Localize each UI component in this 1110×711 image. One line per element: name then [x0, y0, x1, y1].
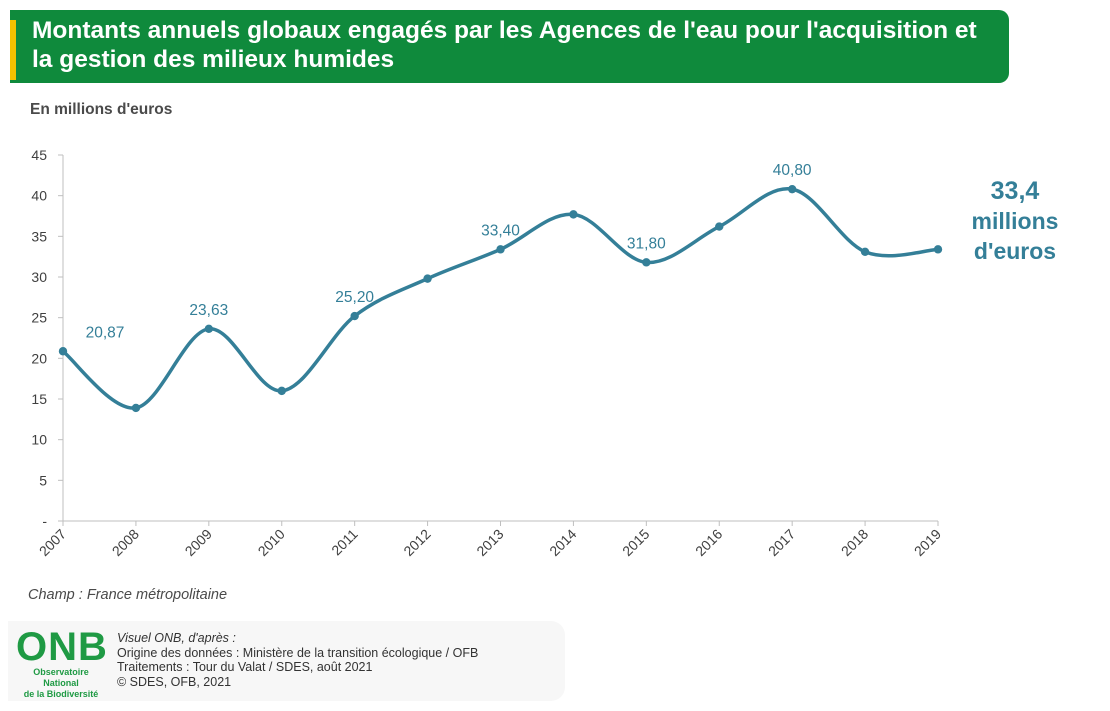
credits-line: Visuel ONB, d'après :	[117, 631, 236, 645]
y-tick-label: 45	[31, 147, 47, 163]
footer-panel: ONB Observatoire National de la Biodiver…	[8, 621, 565, 701]
data-label: 25,20	[335, 289, 374, 306]
x-tick-label: 2017	[765, 526, 798, 559]
x-tick-label: 2008	[109, 526, 142, 559]
x-tick-label: 2018	[838, 526, 871, 559]
callout-value: 33,4	[990, 177, 1040, 205]
data-label: 31,80	[627, 235, 666, 252]
data-label: 33,40	[481, 222, 520, 239]
unit-label: En millions d'euros	[30, 101, 173, 118]
title-accent-bar	[10, 20, 16, 80]
data-point	[860, 247, 870, 256]
x-tick-label: 2016	[692, 526, 725, 559]
x-tick-label: 2010	[255, 526, 288, 559]
x-tick-label: 2012	[400, 526, 433, 559]
y-tick-label: 25	[31, 310, 47, 326]
data-point	[423, 274, 432, 283]
data-point	[933, 245, 943, 254]
data-point	[204, 324, 214, 334]
line-chart: - 5 10 15 20 25 30 35 40 45 2007 2008 2009 2010 2011 20…	[31, 147, 944, 559]
highlight-callout: 33,4 millions d'euros	[955, 176, 1075, 266]
onb-logo: ONB Observatoire National de la Biodiver…	[16, 625, 108, 700]
x-tick-label: 2014	[546, 526, 579, 559]
x-tick-label: 2015	[619, 526, 652, 559]
credits-line: Origine des données : Ministère de la tr…	[117, 645, 479, 660]
data-point	[496, 245, 505, 254]
data-point	[277, 386, 286, 396]
data-point	[787, 184, 797, 194]
title-banner: Montants annuels globaux engagés par les…	[10, 10, 1009, 83]
data-point	[715, 222, 724, 231]
y-tick-label: 30	[31, 269, 47, 285]
data-point	[642, 258, 651, 267]
y-tick-label: 35	[31, 228, 47, 244]
data-label: 40,80	[773, 162, 812, 179]
data-point	[58, 347, 68, 356]
callout-line3: d'euros	[973, 238, 1057, 264]
credits-line: © SDES, OFB, 2021	[117, 674, 232, 689]
credits: Visuel ONB, d'après : Origine des donnée…	[117, 631, 478, 689]
chart-title: Montants annuels globaux engagés par les…	[32, 17, 977, 73]
y-tick-label: 10	[31, 432, 47, 448]
x-tick-label: 2007	[36, 526, 69, 559]
callout-line2: millions	[971, 208, 1059, 234]
data-point	[569, 210, 578, 219]
x-tick-label: 2013	[473, 526, 506, 559]
data-point	[131, 403, 141, 413]
x-tick-label: 2009	[182, 526, 215, 559]
scope-note: Champ : France métropolitaine	[28, 587, 228, 603]
x-tick-label: 2019	[911, 526, 944, 559]
y-tick-label: 40	[31, 188, 47, 204]
logo-subtitle-1: Observatoire National	[33, 667, 89, 688]
y-tick-label: 20	[31, 350, 47, 366]
y-tick-label: -	[42, 513, 47, 529]
data-label: 20,87	[86, 324, 125, 341]
x-tick-label: 2011	[328, 526, 361, 559]
y-tick-label: 5	[39, 472, 47, 488]
logo-wordmark: ONB	[16, 625, 108, 669]
logo-subtitle-2: de la Biodiversité	[23, 689, 99, 699]
y-tick-label: 15	[31, 391, 47, 407]
data-label: 23,63	[189, 302, 228, 319]
credits-line: Traitements : Tour du Valat / SDES, août…	[117, 660, 373, 674]
data-point	[350, 311, 359, 321]
